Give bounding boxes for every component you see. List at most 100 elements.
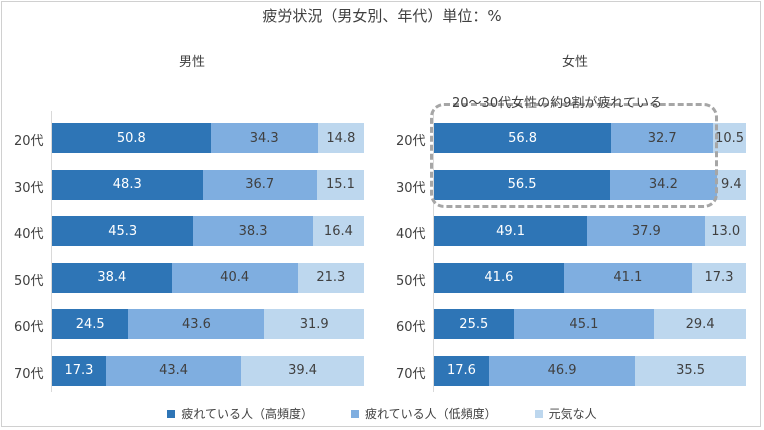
data-label-healthy-men: 15.1 [325, 177, 355, 192]
legend-swatch-healthy [534, 409, 543, 418]
data-label-high-fatigue-men: 17.3 [64, 363, 94, 378]
legend-label-low-fatigue: 疲れている人（低頻度） [364, 407, 497, 421]
category-axis-line-men [51, 111, 52, 392]
data-label-low-fatigue-men: 34.3 [249, 130, 279, 146]
data-label-low-fatigue-women: 45.1 [569, 316, 599, 332]
data-label-high-fatigue-women: 49.1 [496, 223, 526, 239]
category-label-men: 50代 [14, 273, 44, 289]
legend: 疲れている人（高頻度） 疲れている人（低頻度） 元気な人 [0, 405, 764, 422]
data-label-healthy-women: 13.0 [711, 223, 741, 239]
data-label-low-fatigue-women: 32.7 [647, 130, 677, 146]
legend-item-healthy: 元気な人 [534, 405, 597, 422]
data-label-low-fatigue-men: 36.7 [245, 177, 275, 192]
data-label-high-fatigue-men: 45.3 [108, 223, 138, 239]
category-label-men: 40代 [14, 227, 44, 242]
data-label-healthy-men: 39.4 [288, 363, 318, 378]
annotation-text: 20～30代女性の約9割が疲れている [452, 96, 662, 111]
data-label-healthy-men: 14.8 [326, 130, 356, 146]
data-label-high-fatigue-men: 48.3 [112, 177, 142, 192]
data-label-high-fatigue-men: 50.8 [116, 130, 146, 146]
bar-segment-high-fatigue-women: 49.1 [434, 216, 588, 246]
category-label-women: 70代 [396, 366, 426, 382]
data-label-healthy-men: 16.4 [323, 223, 353, 239]
panel-title-men: 男性 [178, 55, 205, 70]
legend-swatch-low-fatigue [350, 409, 359, 418]
category-label-men: 20代 [14, 134, 44, 149]
bar-segment-low-fatigue-women: 46.9 [488, 355, 636, 386]
category-label-men: 70代 [14, 366, 44, 382]
bar-segment-low-fatigue-men: 40.4 [171, 262, 298, 293]
bar-segment-low-fatigue-men: 34.3 [210, 123, 318, 153]
category-axis-line-women [433, 111, 434, 392]
data-label-low-fatigue-women: 41.1 [613, 270, 643, 285]
legend-swatch-high-fatigue [167, 409, 176, 418]
panel-title-women: 女性 [561, 55, 588, 70]
data-label-low-fatigue-men: 38.3 [238, 223, 268, 239]
data-label-high-fatigue-women: 25.5 [459, 316, 489, 332]
category-label-women: 40代 [396, 227, 426, 242]
data-label-low-fatigue-men: 40.4 [220, 270, 250, 285]
bar-segment-healthy-men: 31.9 [264, 309, 364, 339]
bar-segment-high-fatigue-men: 50.8 [52, 123, 211, 153]
bar-segment-low-fatigue-women: 45.1 [513, 309, 655, 339]
data-label-low-fatigue-women: 46.9 [547, 363, 577, 378]
bar-segment-high-fatigue-men: 45.3 [52, 216, 194, 246]
legend-label-healthy: 元気な人 [548, 407, 597, 421]
bar-segment-healthy-women: 29.4 [654, 309, 746, 339]
data-label-low-fatigue-men: 43.4 [159, 363, 189, 378]
data-label-healthy-men: 21.3 [316, 270, 346, 285]
category-label-women: 20代 [396, 134, 426, 149]
bar-segment-healthy-men: 15.1 [316, 169, 364, 200]
bar-segment-low-fatigue-men: 38.3 [193, 216, 313, 246]
data-label-healthy-women: 17.3 [704, 270, 734, 285]
chart-title: 疲労状況（男女別、年代）単位：% [262, 7, 502, 25]
data-label-high-fatigue-men: 24.5 [75, 316, 105, 332]
bar-segment-healthy-women: 10.5 [713, 123, 746, 153]
bar-segment-healthy-women: 9.4 [716, 169, 746, 200]
bar-segment-low-fatigue-men: 36.7 [202, 169, 317, 200]
category-label-men: 30代 [14, 180, 44, 196]
bar-segment-high-fatigue-men: 38.4 [52, 262, 172, 293]
data-label-healthy-women: 9.4 [720, 177, 742, 192]
bar-segment-high-fatigue-women: 17.6 [434, 355, 489, 386]
legend-item-high-fatigue: 疲れている人（高頻度） [167, 405, 313, 422]
data-label-high-fatigue-women: 41.6 [484, 270, 514, 285]
bar-segment-low-fatigue-women: 37.9 [587, 216, 706, 246]
bar-segment-high-fatigue-women: 56.5 [434, 169, 611, 200]
bar-segment-high-fatigue-men: 48.3 [52, 169, 203, 200]
bar-segment-healthy-women: 13.0 [705, 216, 746, 246]
category-label-women: 30代 [396, 180, 426, 196]
data-label-high-fatigue-women: 56.8 [508, 130, 538, 146]
bar-segment-high-fatigue-men: 17.3 [52, 355, 106, 386]
bar-segment-low-fatigue-men: 43.6 [128, 309, 265, 339]
legend-item-low-fatigue: 疲れている人（低頻度） [350, 405, 497, 422]
bar-segment-low-fatigue-women: 41.1 [563, 262, 692, 293]
bar-segment-high-fatigue-women: 56.8 [434, 123, 612, 153]
bar-segment-low-fatigue-women: 34.2 [610, 169, 717, 200]
bar-segment-high-fatigue-women: 25.5 [434, 309, 514, 339]
data-label-low-fatigue-women: 34.2 [648, 177, 678, 192]
data-label-low-fatigue-women: 37.9 [631, 223, 661, 239]
bar-segment-healthy-men: 14.8 [317, 123, 364, 153]
bar-segment-healthy-men: 39.4 [241, 355, 364, 386]
bar-segment-healthy-men: 21.3 [297, 262, 364, 293]
data-label-healthy-men: 31.9 [299, 316, 329, 332]
bar-segment-healthy-women: 17.3 [692, 262, 746, 293]
bar-segment-high-fatigue-men: 24.5 [52, 309, 129, 339]
bar-segment-low-fatigue-men: 43.4 [105, 355, 242, 386]
data-label-healthy-women: 29.4 [685, 316, 715, 332]
category-label-women: 60代 [396, 320, 426, 335]
category-label-women: 50代 [396, 273, 426, 289]
data-label-healthy-women: 10.5 [715, 130, 745, 146]
data-label-low-fatigue-men: 43.6 [181, 316, 211, 332]
data-label-high-fatigue-men: 38.4 [97, 270, 127, 285]
data-label-high-fatigue-women: 56.5 [507, 177, 537, 192]
bar-segment-high-fatigue-women: 41.6 [434, 262, 564, 293]
category-label-men: 60代 [14, 320, 44, 335]
bar-segment-healthy-women: 35.5 [635, 355, 746, 386]
bar-segment-healthy-men: 16.4 [312, 216, 364, 246]
data-label-high-fatigue-women: 17.6 [446, 363, 476, 378]
bar-segment-low-fatigue-women: 32.7 [611, 123, 714, 153]
data-label-healthy-women: 35.5 [676, 363, 706, 378]
annotation-highlight-box [430, 103, 718, 208]
